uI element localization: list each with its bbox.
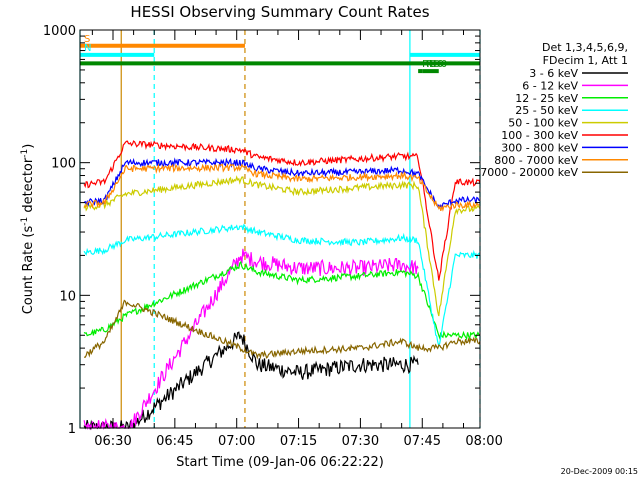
- legend-label-1: 6 - 12 keV: [522, 79, 578, 92]
- footer-timestamp: 20-Dec-2009 00:15: [561, 467, 638, 476]
- y-tick-label-2: 100: [51, 157, 76, 172]
- legend-label-8: 7000 - 20000 keV: [480, 166, 578, 179]
- legend-label-3: 25 - 50 keV: [515, 104, 578, 117]
- y-axis: 1 10 100 1000: [43, 24, 480, 437]
- x-tick-label-1: 06:45: [156, 434, 193, 449]
- x-axis: 06:30 06:45 07:00 07:15 07:30 07:45 08:00: [91, 30, 503, 449]
- status-bar-label-1: N: [84, 43, 91, 54]
- series-line-4: [83, 175, 481, 317]
- status-bar-label-5: RD6: [422, 59, 443, 70]
- legend-label-7: 800 - 7000 keV: [494, 154, 578, 167]
- legend-label-4: 50 - 100 keV: [508, 117, 578, 130]
- y-axis-label: Count Rate (s-1 detector-1): [20, 144, 36, 315]
- x-axis-label: Start Time (09-Jan-06 06:22:22): [176, 455, 384, 470]
- y-axis-label-sup2: -1: [20, 149, 30, 158]
- legend-label-5: 100 - 300 keV: [501, 129, 578, 142]
- y-axis-label-part3: ): [21, 144, 36, 149]
- y-axis-label-sup1: -1: [20, 217, 30, 226]
- series-line-1: [83, 248, 419, 431]
- y-tick-label-1: 10: [59, 289, 76, 304]
- x-tick-label-3: 07:15: [280, 434, 317, 449]
- status-bar-label-4: RD0: [426, 59, 447, 70]
- x-tick-label-5: 07:45: [404, 434, 441, 449]
- legend: Det 1,3,4,5,6,9, FDecim 1, Att 1 3 - 6 k…: [480, 41, 628, 179]
- legend-header-line1: Det 1,3,4,5,6,9,: [542, 41, 628, 54]
- series-line-0: [83, 331, 419, 431]
- legend-label-0: 3 - 6 keV: [529, 67, 578, 80]
- status-bar-label-0: S: [84, 34, 90, 45]
- series-line-3: [83, 223, 481, 348]
- y-tick-label-0: 1: [68, 422, 76, 437]
- series-line-5: [83, 140, 481, 281]
- series-line-6: [83, 157, 481, 209]
- plot-frame: [79, 29, 481, 429]
- series-line-7: [83, 163, 481, 212]
- x-tick-label-2: 07:00: [218, 434, 255, 449]
- chart-title: HESSI Observing Summary Count Rates: [130, 3, 429, 21]
- x-tick-label-4: 07:30: [342, 434, 379, 449]
- x-tick-label-6: 08:00: [465, 434, 502, 449]
- series-line-2: [83, 260, 481, 341]
- legend-label-6: 300 - 800 keV: [501, 141, 578, 154]
- series-line-8: [84, 299, 481, 360]
- x-tick-label-0: 06:30: [94, 434, 131, 449]
- legend-label-2: 12 - 25 keV: [515, 92, 578, 105]
- y-axis-label-part2: detector: [21, 157, 36, 217]
- y-axis-label-part1: Count Rate (s: [21, 226, 36, 315]
- y-tick-label-3: 1000: [43, 24, 76, 39]
- legend-header-line2: FDecim 1, Att 1: [543, 54, 628, 67]
